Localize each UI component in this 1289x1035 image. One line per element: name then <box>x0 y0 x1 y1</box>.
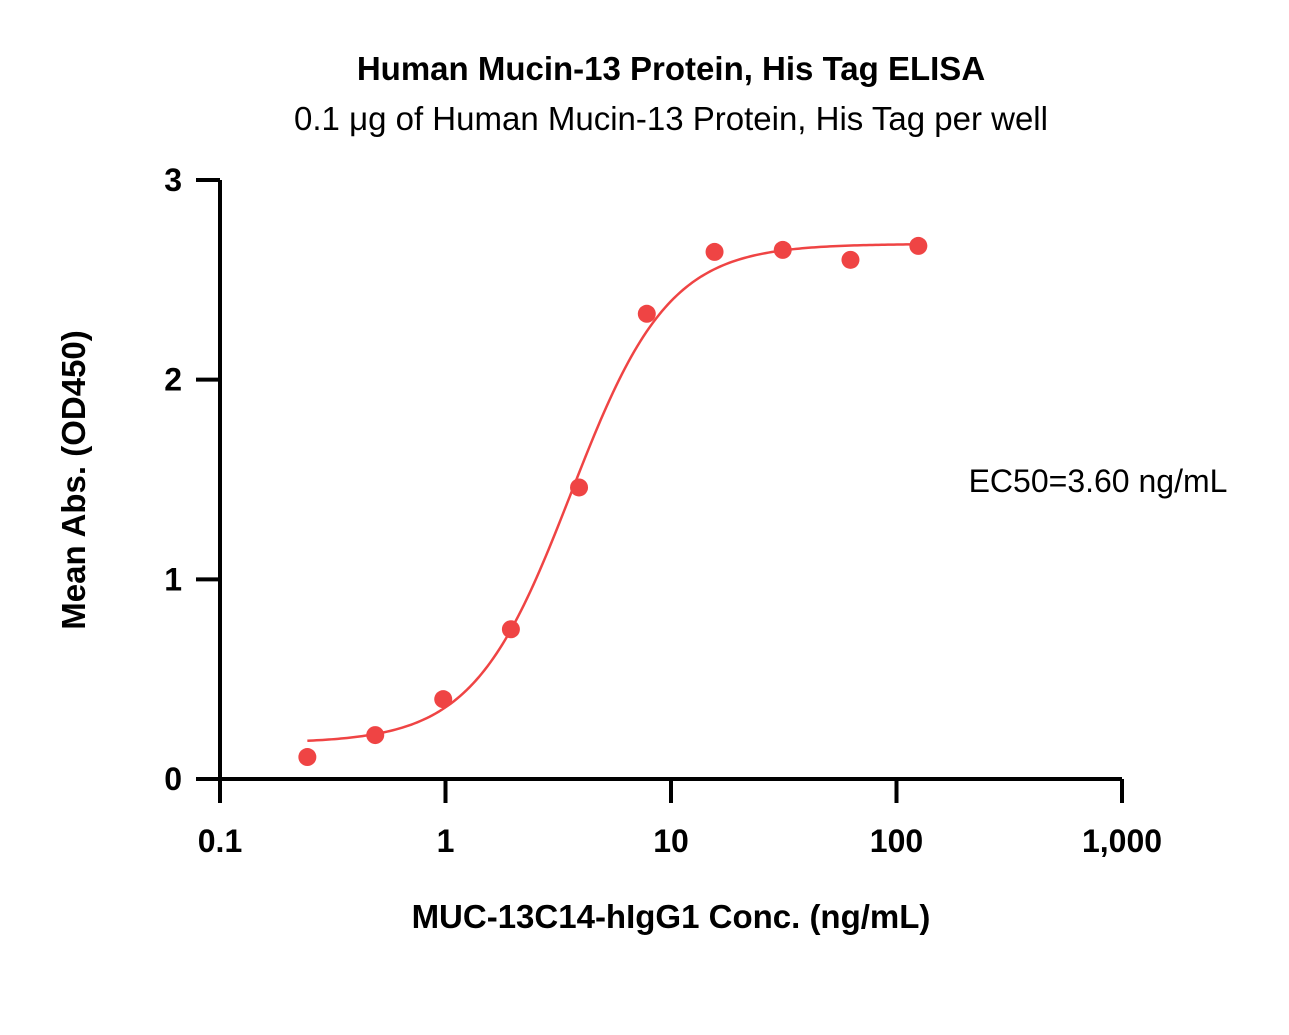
ticks: 0 1 2 3 0.1 1 10 100 1,000 <box>164 162 1162 859</box>
x-tick-label: 0.1 <box>198 823 242 859</box>
x-tick-label: 100 <box>870 823 923 859</box>
fit-curve-group <box>307 243 919 743</box>
x-tick-label: 1,000 <box>1082 823 1162 859</box>
y-axis-label: Mean Abs. (OD450) <box>55 330 92 630</box>
y-tick-label: 2 <box>164 362 182 398</box>
data-point <box>434 690 453 709</box>
data-point <box>298 748 317 767</box>
fit-curve <box>307 243 919 743</box>
chart-title: Human Mucin-13 Protein, His Tag ELISA <box>357 50 985 87</box>
x-tick-label: 1 <box>437 823 455 859</box>
data-point <box>909 236 928 255</box>
data-point <box>570 478 589 497</box>
data-point <box>637 304 656 323</box>
y-tick-label: 1 <box>164 561 182 597</box>
data-point <box>501 620 520 639</box>
x-axis-label: MUC-13C14-hIgG1 Conc. (ng/mL) <box>412 898 931 935</box>
data-point <box>366 726 385 745</box>
data-point <box>773 240 792 259</box>
data-points <box>298 236 928 767</box>
chart-subtitle: 0.1 μg of Human Mucin-13 Protein, His Ta… <box>294 100 1048 137</box>
x-tick-label: 10 <box>653 823 689 859</box>
data-point <box>705 242 724 261</box>
data-point <box>841 250 860 269</box>
y-tick-label: 3 <box>164 162 182 198</box>
y-tick-label: 0 <box>164 761 182 797</box>
ec50-annotation: EC50=3.60 ng/mL <box>969 463 1228 499</box>
